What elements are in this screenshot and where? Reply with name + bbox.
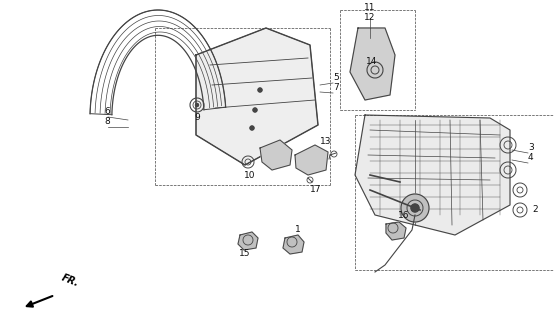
Text: 2: 2: [532, 205, 537, 214]
Text: 13: 13: [320, 138, 331, 147]
Text: FR.: FR.: [60, 273, 80, 289]
Text: 12: 12: [365, 13, 376, 22]
Text: 1: 1: [295, 226, 301, 235]
Polygon shape: [350, 28, 395, 100]
Text: 15: 15: [239, 249, 251, 258]
Text: 14: 14: [366, 58, 377, 67]
Polygon shape: [196, 28, 318, 165]
Text: 17: 17: [310, 186, 321, 195]
Polygon shape: [386, 222, 406, 240]
Polygon shape: [295, 145, 328, 175]
Circle shape: [258, 88, 262, 92]
Polygon shape: [355, 115, 510, 235]
Polygon shape: [260, 140, 292, 170]
Text: 6: 6: [104, 108, 110, 116]
Text: 9: 9: [194, 114, 200, 123]
Text: 8: 8: [104, 117, 110, 126]
Circle shape: [401, 194, 429, 222]
Circle shape: [196, 103, 198, 107]
Text: 5: 5: [333, 74, 338, 83]
Circle shape: [411, 204, 419, 212]
Text: 7: 7: [333, 84, 338, 92]
Circle shape: [253, 108, 257, 112]
Text: 10: 10: [244, 171, 256, 180]
Polygon shape: [283, 235, 304, 254]
Text: 11: 11: [364, 4, 376, 12]
Circle shape: [250, 126, 254, 130]
Text: 4: 4: [528, 154, 534, 163]
Text: 16: 16: [398, 211, 409, 220]
Text: 3: 3: [528, 143, 534, 153]
Polygon shape: [238, 232, 258, 250]
